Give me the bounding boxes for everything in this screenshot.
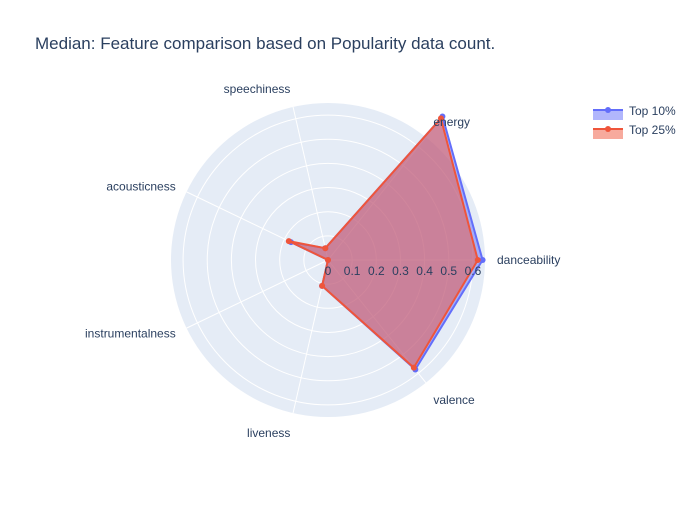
axis-label-speechiness: speechiness — [224, 82, 291, 96]
radial-tick-label: 0.2 — [368, 264, 385, 278]
legend-swatch — [593, 129, 623, 139]
legend-label: Top 25% — [629, 123, 676, 137]
axis-label-energy: energy — [433, 115, 470, 129]
axis-label-instrumentalness: instrumentalness — [85, 326, 176, 340]
legend-label: Top 10% — [629, 104, 676, 118]
axis-label-liveness: liveness — [247, 426, 290, 440]
angular-gridline — [292, 106, 329, 261]
angular-gridline — [186, 259, 329, 329]
radial-tick-label: 0.4 — [416, 264, 433, 278]
data-point[interactable] — [410, 364, 417, 371]
data-point[interactable] — [474, 257, 481, 263]
legend[interactable]: Top 10% Top 25% — [593, 104, 676, 139]
legend-item-top-25[interactable]: Top 25% — [593, 123, 676, 139]
radial-tick-label: 0.1 — [344, 264, 361, 278]
radial-tick-label: 0.3 — [392, 264, 409, 278]
series-layer — [285, 113, 486, 373]
data-point[interactable] — [479, 257, 486, 263]
legend-swatch — [593, 110, 623, 120]
data-point[interactable] — [437, 115, 444, 122]
radial-tick-label: 0.6 — [465, 264, 482, 278]
radial-tick-label: 0.5 — [440, 264, 457, 278]
axis-label-acousticness: acousticness — [106, 180, 175, 194]
legend-marker — [605, 107, 611, 113]
axis-label-valence: valence — [433, 393, 475, 407]
data-point[interactable] — [285, 238, 292, 245]
legend-marker — [605, 126, 611, 132]
legend-item-top-10[interactable]: Top 10% — [593, 104, 676, 120]
axis-label-danceability: danceability — [497, 253, 560, 267]
series-area-top-25[interactable] — [287, 117, 479, 369]
data-point[interactable] — [322, 245, 329, 252]
chart-title: Median: Feature comparison based on Popu… — [35, 34, 496, 53]
data-point[interactable] — [325, 257, 331, 263]
label-layer: 0 0.1 0.2 0.3 0.4 0.5 0.6 danceability energy spe… — [85, 82, 560, 440]
radial-tick-label: 0 — [325, 264, 332, 278]
data-point[interactable] — [319, 282, 326, 289]
